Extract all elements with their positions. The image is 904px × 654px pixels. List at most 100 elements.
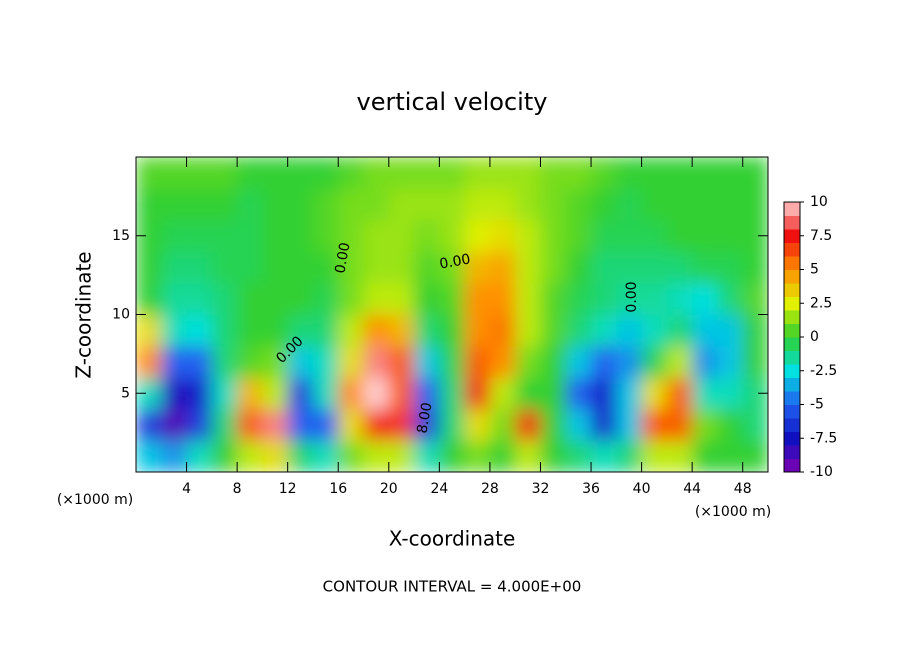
colorbar-swatch (784, 256, 800, 270)
field-cell (565, 251, 592, 284)
field-cell (262, 251, 289, 284)
field-cell (287, 251, 314, 284)
x-unit-label: (×1000 m) (695, 504, 771, 520)
y-tick-label: 5 (121, 385, 130, 401)
field-cell (439, 157, 466, 189)
field-cell (363, 314, 390, 347)
field-cell (388, 409, 415, 441)
field-cell (237, 346, 263, 378)
field-cell (338, 377, 365, 410)
field-cell (414, 314, 440, 347)
field-cell (414, 188, 440, 221)
field-cell (161, 409, 188, 441)
field-cell (464, 346, 491, 378)
field-cell (591, 409, 617, 441)
colorbar-tick-label: 2.5 (810, 295, 832, 311)
field-cell (666, 409, 693, 441)
field-cell (742, 283, 768, 315)
field-cell (666, 220, 693, 252)
field-cell (717, 314, 744, 347)
field-cell (287, 283, 314, 315)
colorbar-swatch (784, 391, 800, 405)
field-cell (616, 220, 643, 252)
field-cell (565, 220, 592, 252)
colorbar-tick-label: 7.5 (810, 228, 832, 244)
field-cell (515, 409, 541, 441)
colorbar-swatch (784, 283, 800, 297)
field-cell (464, 283, 491, 315)
field-cell (161, 188, 188, 221)
field-cell (692, 314, 718, 347)
field-cell (388, 283, 415, 315)
field-cell (363, 440, 390, 472)
field-cell (161, 157, 188, 189)
field-cell (692, 346, 718, 378)
field-cell (312, 377, 339, 410)
field-cell (641, 188, 668, 221)
field-cell (186, 283, 213, 315)
field-cell (211, 346, 238, 378)
field-cell (591, 220, 617, 252)
field-cell (414, 251, 440, 284)
field-cell (211, 409, 238, 441)
field-cell (312, 283, 339, 315)
field-cell (565, 346, 592, 378)
field-cell (515, 283, 541, 315)
field-cell (287, 220, 314, 252)
field-cell (211, 220, 238, 252)
field-cell (641, 314, 668, 347)
field-cell (439, 188, 466, 221)
field-cell (692, 377, 718, 410)
field-cell (742, 346, 768, 378)
field-cell (439, 377, 466, 410)
colorbar-tick-label: -5 (810, 397, 824, 413)
field-cell (161, 440, 188, 472)
chart-title: vertical velocity (357, 88, 548, 116)
field-cell (464, 440, 491, 472)
field-cell (666, 346, 693, 378)
field-cell (312, 409, 339, 441)
field-cell (692, 188, 718, 221)
field-cell (540, 314, 567, 347)
field-cell (666, 377, 693, 410)
x-tick-label: 28 (481, 481, 499, 497)
field-cell (363, 283, 390, 315)
field-cell (338, 220, 365, 252)
contour-label: 0.00 (438, 251, 471, 272)
field-cell (489, 188, 516, 221)
field-cell (616, 251, 643, 284)
field-cell (717, 377, 744, 410)
field-cell (338, 157, 365, 189)
field-cell (565, 283, 592, 315)
colorbar-tick-label: 5 (810, 262, 819, 278)
field-cell (717, 157, 744, 189)
x-tick-label: 8 (233, 481, 242, 497)
field-cell (414, 220, 440, 252)
field-cell (237, 440, 263, 472)
field-cell (363, 157, 390, 189)
colorbar-swatch (784, 431, 800, 446)
field-cell (742, 409, 768, 441)
field-cell (464, 188, 491, 221)
field-cell (666, 157, 693, 189)
x-tick-label: 48 (734, 481, 752, 497)
field-cell (717, 283, 744, 315)
field-cell (287, 346, 314, 378)
x-unit-label: (×1000 m) (57, 492, 133, 508)
field-cell (540, 251, 567, 284)
field-cell (388, 314, 415, 347)
colorbar-swatch (784, 323, 800, 338)
field-cell (692, 440, 718, 472)
field-cell (439, 314, 466, 347)
field-cell (540, 283, 567, 315)
field-cell (237, 188, 263, 221)
field-cell (692, 220, 718, 252)
field-cell (742, 157, 768, 189)
field-cell (489, 314, 516, 347)
field-cell (338, 440, 365, 472)
field-cell (439, 346, 466, 378)
field-cell (565, 409, 592, 441)
field-cell (489, 346, 516, 378)
field-cell (489, 251, 516, 284)
field-cell (161, 220, 188, 252)
